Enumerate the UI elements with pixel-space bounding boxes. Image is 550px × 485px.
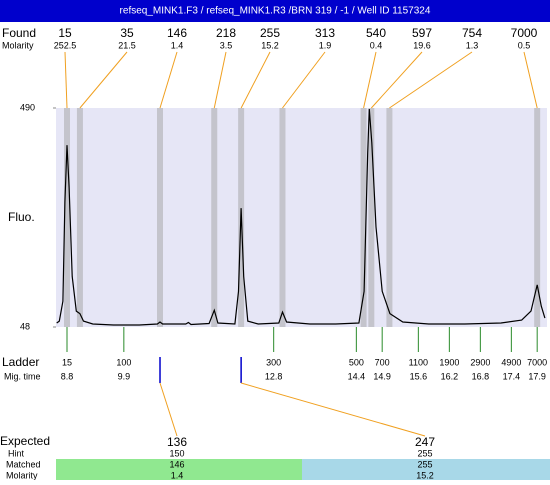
found-size: 255 bbox=[260, 26, 280, 40]
expected-molarity: 1.4 bbox=[171, 470, 184, 480]
ladder-time: 17.4 bbox=[503, 371, 521, 381]
peak-band bbox=[64, 108, 71, 327]
found-size: 7000 bbox=[511, 26, 538, 40]
found-molarity: 1.9 bbox=[319, 40, 332, 50]
expected-size: 247 bbox=[415, 435, 435, 449]
found-size: 218 bbox=[216, 26, 236, 40]
found-size: 754 bbox=[462, 26, 482, 40]
ladder-time: 14.9 bbox=[373, 371, 391, 381]
expected-hint: 150 bbox=[169, 448, 184, 458]
ladder-time: 15.6 bbox=[410, 371, 428, 381]
y-tick-label: 490 bbox=[20, 102, 35, 112]
ladder-time: 16.2 bbox=[441, 371, 459, 381]
found-size: 597 bbox=[412, 26, 432, 40]
found-size: 15 bbox=[58, 26, 72, 40]
found-molarity: 21.5 bbox=[118, 40, 136, 50]
ladder-time: 17.9 bbox=[528, 371, 546, 381]
peak-connector bbox=[79, 51, 128, 109]
found-molarity: 0.4 bbox=[370, 40, 383, 50]
ladder-size: 1900 bbox=[439, 357, 459, 367]
peak-band bbox=[534, 108, 541, 327]
found-molarity: 19.6 bbox=[413, 40, 431, 50]
found-size: 146 bbox=[167, 26, 187, 40]
found-size: 540 bbox=[366, 26, 386, 40]
peak-band bbox=[211, 108, 218, 327]
matched-bar-1 bbox=[56, 459, 302, 480]
molarity-label: Molarity bbox=[2, 40, 34, 50]
peak-band bbox=[360, 108, 367, 327]
ladder-size: 15 bbox=[62, 357, 72, 367]
ladder-time: 8.8 bbox=[61, 371, 74, 381]
peak-connector bbox=[389, 51, 473, 109]
ladder-size: 100 bbox=[116, 357, 131, 367]
molarity-row-label: Molarity bbox=[6, 470, 38, 480]
y-tick-label: 48 bbox=[20, 321, 30, 331]
expected-matched: 255 bbox=[417, 459, 432, 469]
ladder-size: 2900 bbox=[470, 357, 490, 367]
matched-label: Matched bbox=[6, 459, 41, 469]
peak-connector bbox=[64, 51, 68, 109]
found-molarity: 0.5 bbox=[518, 40, 531, 50]
header-title: refseq_MINK1.F3 / refseq_MINK1.R3 /BRN 3… bbox=[120, 6, 431, 17]
expected-matched: 146 bbox=[169, 459, 184, 469]
expected-molarity: 15.2 bbox=[416, 470, 434, 480]
peak-connector bbox=[159, 51, 178, 109]
hint-label: Hint bbox=[8, 448, 25, 458]
matched-bar-2 bbox=[302, 459, 550, 480]
expected-label: Expected bbox=[0, 434, 50, 448]
ladder-size: 300 bbox=[266, 357, 281, 367]
peak-band bbox=[76, 108, 83, 327]
peak-connector bbox=[523, 51, 538, 109]
trace bbox=[56, 108, 546, 326]
expected-hint: 255 bbox=[417, 448, 432, 458]
ladder-size: 1100 bbox=[409, 357, 428, 367]
ladder-label: Ladder bbox=[2, 355, 39, 369]
found-molarity: 1.3 bbox=[466, 40, 479, 50]
peak-connector bbox=[282, 51, 326, 109]
peak-connector bbox=[240, 51, 271, 109]
peak-connector bbox=[363, 51, 377, 109]
fluo-label: Fluo. bbox=[8, 210, 35, 224]
found-molarity: 1.4 bbox=[171, 40, 184, 50]
found-molarity: 15.2 bbox=[261, 40, 279, 50]
found-label: Found bbox=[2, 26, 36, 40]
plot-area bbox=[56, 108, 547, 327]
expected-size: 136 bbox=[167, 435, 187, 449]
peak-band bbox=[368, 108, 375, 327]
peak-connector bbox=[370, 51, 423, 109]
peak-band bbox=[157, 108, 164, 327]
found-size: 313 bbox=[315, 26, 335, 40]
ladder-size: 500 bbox=[349, 357, 364, 367]
header-bar bbox=[0, 0, 550, 22]
ladder-size: 4900 bbox=[501, 357, 521, 367]
ladder-time: 12.8 bbox=[265, 371, 283, 381]
peak-band bbox=[279, 108, 286, 327]
mig-time-label: Mig. time bbox=[4, 371, 41, 381]
found-size: 35 bbox=[120, 26, 134, 40]
found-molarity: 3.5 bbox=[220, 40, 233, 50]
ladder-size: 7000 bbox=[527, 357, 547, 367]
found-molarity: 252.5 bbox=[54, 40, 77, 50]
peak-band bbox=[386, 108, 393, 327]
ladder-time: 14.4 bbox=[348, 371, 366, 381]
ladder-time: 16.8 bbox=[472, 371, 490, 381]
ladder-size: 700 bbox=[375, 357, 390, 367]
ladder-time: 9.9 bbox=[118, 371, 131, 381]
expected-connector bbox=[240, 382, 426, 437]
peak-connector bbox=[213, 51, 227, 109]
expected-connector bbox=[159, 382, 178, 437]
